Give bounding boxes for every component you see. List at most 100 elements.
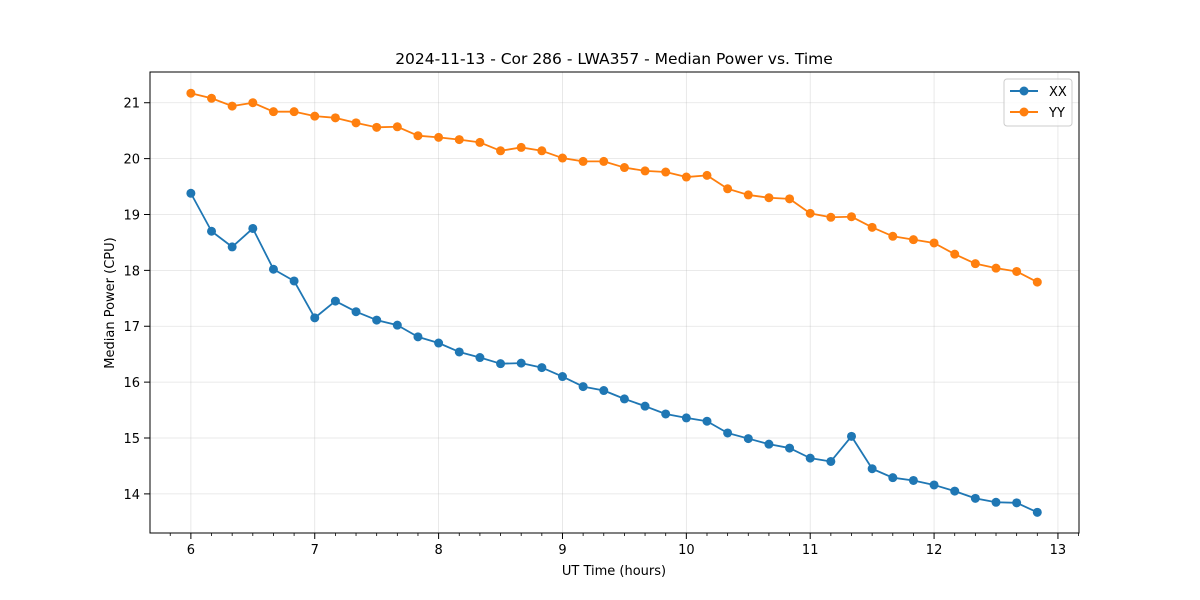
data-point-xx <box>805 453 815 463</box>
data-point-xx <box>867 464 877 474</box>
data-point-yy <box>805 208 815 218</box>
data-point-xx <box>268 264 278 274</box>
data-point-yy <box>908 235 918 245</box>
data-point-yy <box>599 156 609 166</box>
data-point-yy <box>888 231 898 241</box>
data-point-xx <box>908 475 918 485</box>
data-point-xx <box>764 439 774 449</box>
legend-marker-yy <box>1019 107 1029 117</box>
data-point-xx <box>723 428 733 438</box>
data-point-yy <box>268 107 278 117</box>
data-point-yy <box>186 88 196 98</box>
y-tick-label: 18 <box>123 264 140 279</box>
data-point-xx <box>578 382 588 392</box>
x-tick-label: 9 <box>558 543 566 558</box>
data-point-yy <box>743 190 753 200</box>
data-point-yy <box>950 249 960 259</box>
chart-title: 2024-11-13 - Cor 286 - LWA357 - Median P… <box>395 50 833 68</box>
data-point-xx <box>950 486 960 496</box>
data-point-yy <box>351 118 361 128</box>
data-point-yy <box>991 263 1001 273</box>
y-tick-label: 20 <box>123 153 140 168</box>
data-point-xx <box>743 434 753 444</box>
data-point-xx <box>207 226 217 236</box>
data-point-xx <box>186 188 196 198</box>
data-point-xx <box>846 431 856 441</box>
data-point-xx <box>619 394 629 404</box>
data-point-xx <box>289 276 299 286</box>
data-point-yy <box>640 166 650 176</box>
data-point-xx <box>640 401 650 411</box>
data-point-xx <box>227 242 237 252</box>
x-axis-label: UT Time (hours) <box>562 564 666 579</box>
y-tick-label: 19 <box>123 208 140 223</box>
x-tick-label: 6 <box>187 543 195 558</box>
data-point-yy <box>454 135 464 145</box>
data-point-xx <box>1012 498 1022 508</box>
data-point-xx <box>681 413 691 423</box>
x-tick-label: 12 <box>926 543 943 558</box>
data-point-yy <box>557 153 567 163</box>
legend-marker-xx <box>1019 86 1029 96</box>
data-point-xx <box>557 372 567 382</box>
legend-label-yy: YY <box>1048 106 1065 121</box>
data-point-yy <box>310 111 320 121</box>
legend: XX YY <box>1003 78 1073 127</box>
data-point-yy <box>846 212 856 222</box>
data-point-yy <box>537 146 547 156</box>
data-point-yy <box>970 259 980 269</box>
data-point-yy <box>496 146 506 156</box>
data-point-xx <box>330 296 340 306</box>
data-point-yy <box>1012 266 1022 276</box>
data-point-yy <box>867 222 877 232</box>
data-point-xx <box>888 473 898 483</box>
data-point-yy <box>702 170 712 180</box>
data-point-yy <box>764 193 774 203</box>
data-point-yy <box>413 131 423 141</box>
data-point-xx <box>599 386 609 396</box>
data-point-xx <box>496 359 506 369</box>
data-point-xx <box>516 358 526 368</box>
data-point-yy <box>248 98 258 108</box>
x-tick-label: 13 <box>1050 543 1067 558</box>
y-tick-label: 14 <box>123 488 140 503</box>
data-point-xx <box>475 353 485 363</box>
data-point-yy <box>434 132 444 142</box>
data-point-xx <box>785 443 795 453</box>
data-point-xx <box>372 315 382 325</box>
data-point-yy <box>826 212 836 222</box>
data-point-yy <box>785 194 795 204</box>
x-tick-label: 11 <box>802 543 819 558</box>
data-point-xx <box>537 363 547 373</box>
series-layer <box>186 88 1042 517</box>
plot-frame <box>149 71 1080 534</box>
data-point-xx <box>826 456 836 466</box>
data-point-yy <box>578 156 588 166</box>
data-point-yy <box>516 142 526 152</box>
y-tick-label: 21 <box>123 97 140 112</box>
data-point-yy <box>475 137 485 147</box>
data-point-xx <box>1032 507 1042 517</box>
data-point-xx <box>991 497 1001 507</box>
data-point-xx <box>392 320 402 330</box>
data-point-xx <box>413 332 423 342</box>
data-point-xx <box>351 307 361 317</box>
legend-label-xx: XX <box>1049 85 1067 100</box>
data-point-xx <box>310 313 320 323</box>
data-point-xx <box>970 493 980 503</box>
data-point-xx <box>434 338 444 348</box>
data-point-yy <box>207 93 217 103</box>
y-tick-label: 15 <box>123 432 140 447</box>
data-point-xx <box>661 409 671 419</box>
data-point-yy <box>723 184 733 194</box>
data-point-xx <box>454 347 464 357</box>
y-tick-label: 16 <box>123 376 140 391</box>
x-tick-label: 7 <box>311 543 319 558</box>
data-point-xx <box>929 480 939 490</box>
data-point-yy <box>681 172 691 182</box>
data-point-yy <box>661 167 671 177</box>
data-point-yy <box>619 163 629 173</box>
axis-ticks: 6 7 8 9 10 11 12 13 14 15 16 17 18 19 20 21 <box>123 97 1079 558</box>
